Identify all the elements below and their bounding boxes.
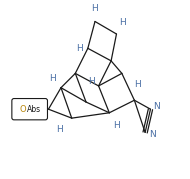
Text: H: H <box>92 4 98 13</box>
Text: N: N <box>149 130 156 139</box>
Text: H: H <box>119 18 126 27</box>
Text: H: H <box>135 80 141 89</box>
Text: O: O <box>20 105 26 114</box>
Text: H: H <box>76 44 83 53</box>
Text: Abs: Abs <box>27 105 41 114</box>
Text: H: H <box>88 77 95 86</box>
Text: H: H <box>50 74 56 83</box>
Text: N: N <box>153 102 160 111</box>
Text: H: H <box>56 125 63 134</box>
FancyBboxPatch shape <box>12 98 48 120</box>
Text: H: H <box>113 121 120 130</box>
